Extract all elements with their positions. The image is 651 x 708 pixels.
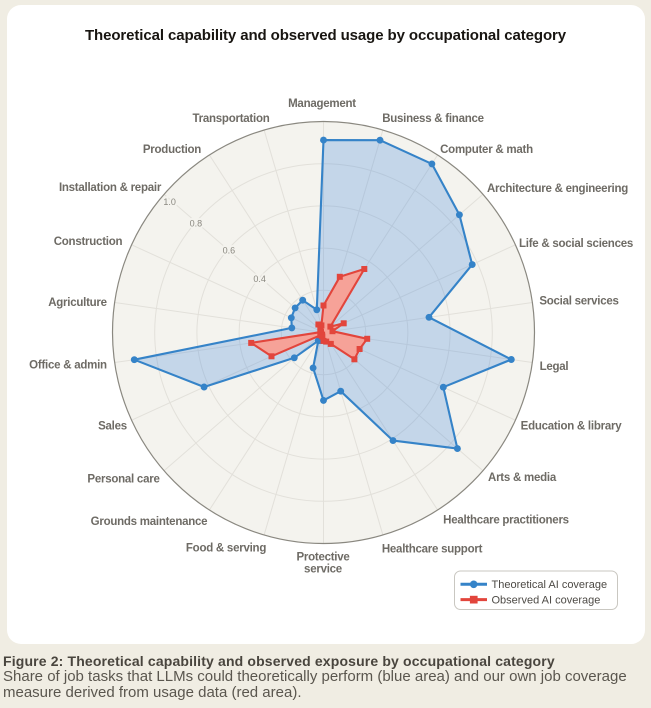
svg-text:Sales: Sales	[98, 421, 127, 433]
svg-text:Observed AI coverage: Observed AI coverage	[492, 594, 601, 606]
svg-text:Theoretical AI coverage: Theoretical AI coverage	[492, 579, 608, 591]
svg-text:Installation & repair: Installation & repair	[59, 182, 162, 194]
svg-text:Production: Production	[143, 144, 201, 156]
svg-text:Education & library: Education & library	[521, 421, 623, 433]
svg-text:Agriculture: Agriculture	[48, 297, 107, 309]
svg-text:Construction: Construction	[54, 236, 123, 248]
svg-text:Architecture & engineering: Architecture & engineering	[487, 183, 628, 195]
svg-text:Personal care: Personal care	[87, 474, 159, 486]
svg-text:Management: Management	[288, 98, 356, 110]
svg-text:Healthcare support: Healthcare support	[382, 544, 483, 556]
svg-text:Office & admin: Office & admin	[29, 360, 107, 372]
svg-text:Legal: Legal	[540, 361, 569, 373]
svg-text:service: service	[304, 564, 342, 576]
svg-text:Life & social sciences: Life & social sciences	[519, 238, 633, 250]
svg-text:Transportation: Transportation	[192, 113, 269, 125]
svg-text:1.0: 1.0	[163, 197, 176, 207]
svg-text:Social services: Social services	[539, 296, 618, 308]
svg-text:Food & serving: Food & serving	[186, 543, 266, 555]
svg-text:0.6: 0.6	[223, 245, 236, 255]
svg-text:0.8: 0.8	[190, 218, 203, 228]
svg-text:Arts & media: Arts & media	[488, 472, 557, 484]
svg-text:Business & finance: Business & finance	[382, 113, 484, 125]
svg-text:Grounds maintenance: Grounds maintenance	[91, 516, 208, 528]
svg-text:Healthcare practitioners: Healthcare practitioners	[443, 515, 569, 527]
svg-text:Protective: Protective	[296, 552, 349, 564]
svg-text:Computer & math: Computer & math	[440, 144, 533, 156]
svg-text:0.4: 0.4	[253, 274, 266, 284]
